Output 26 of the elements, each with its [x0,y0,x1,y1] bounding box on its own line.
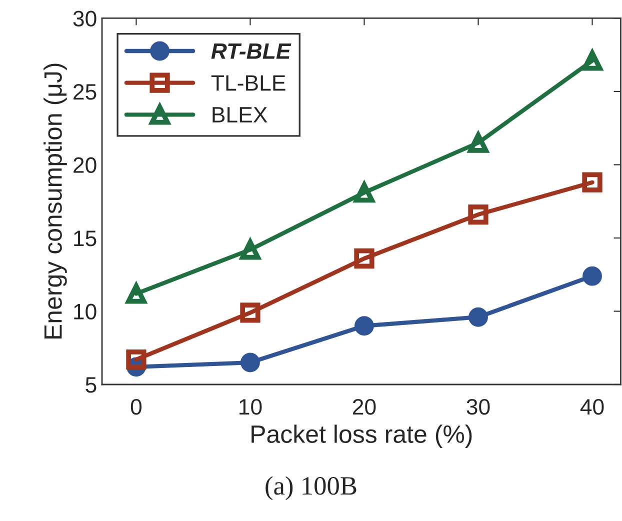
y-tick-label: 30 [73,10,96,27]
x-tick-label: 0 [130,398,142,415]
text: (a) 100B [266,476,356,500]
point [354,316,374,336]
y-tick-label: 25 [74,84,96,100]
legend-label: TL-BLE [211,75,286,91]
x-axis-title: Packet loss rate (%) [252,424,472,448]
y-tick-label: 20 [74,157,96,174]
x-tick-label: 10 [240,398,262,415]
y-tick-label: 5 [86,377,96,393]
y-tick-label: 10 [74,304,96,320]
legend-label: BLEX [212,107,268,122]
point [354,248,374,269]
x-tick-label: 20 [352,398,376,415]
point [240,352,260,372]
point [582,266,602,286]
point [582,172,602,192]
x-tick-label: 30 [466,398,490,415]
point [240,302,260,323]
y-axis-title: Energy consumption (μJ) [44,64,67,339]
point [126,350,146,370]
point [468,204,488,225]
x-tick-label: 40 [580,398,604,415]
point [468,307,488,327]
legend-label: RT-BLE [211,43,292,59]
y-tick-label: 15 [74,230,96,246]
